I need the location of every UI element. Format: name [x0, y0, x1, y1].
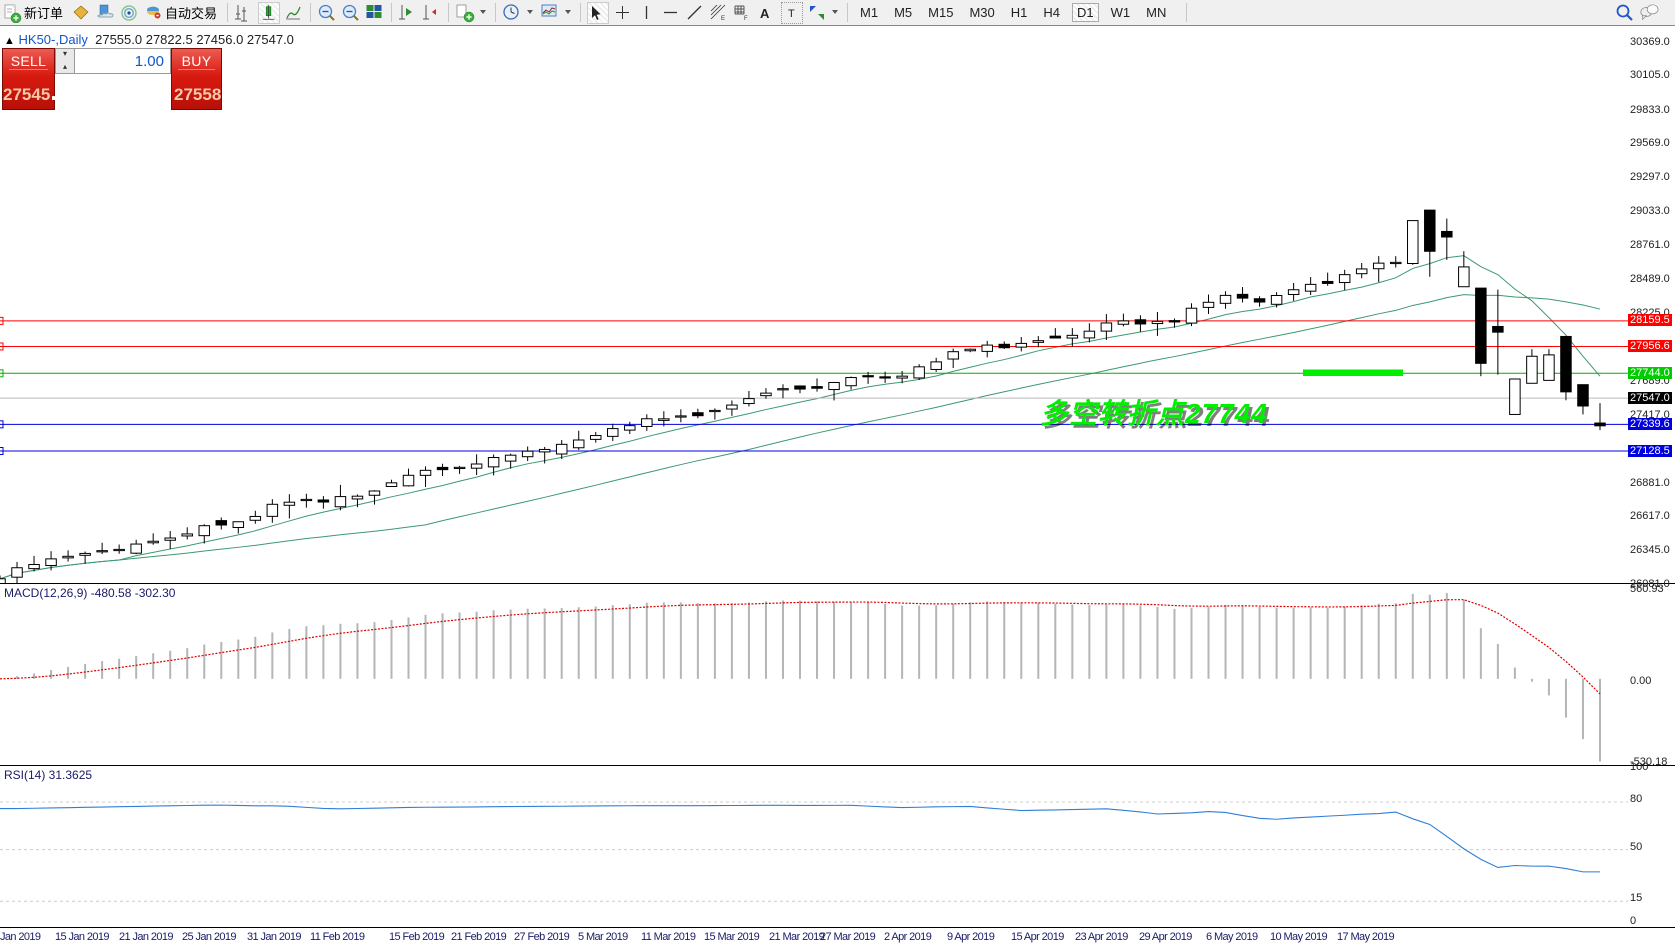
svg-text:A: A	[760, 6, 770, 21]
svg-text:F: F	[744, 16, 748, 22]
svg-text:多空转折点27744: 多空转折点27744	[1040, 398, 1268, 429]
svg-text:T: T	[788, 8, 795, 20]
svg-text:E: E	[721, 16, 725, 22]
